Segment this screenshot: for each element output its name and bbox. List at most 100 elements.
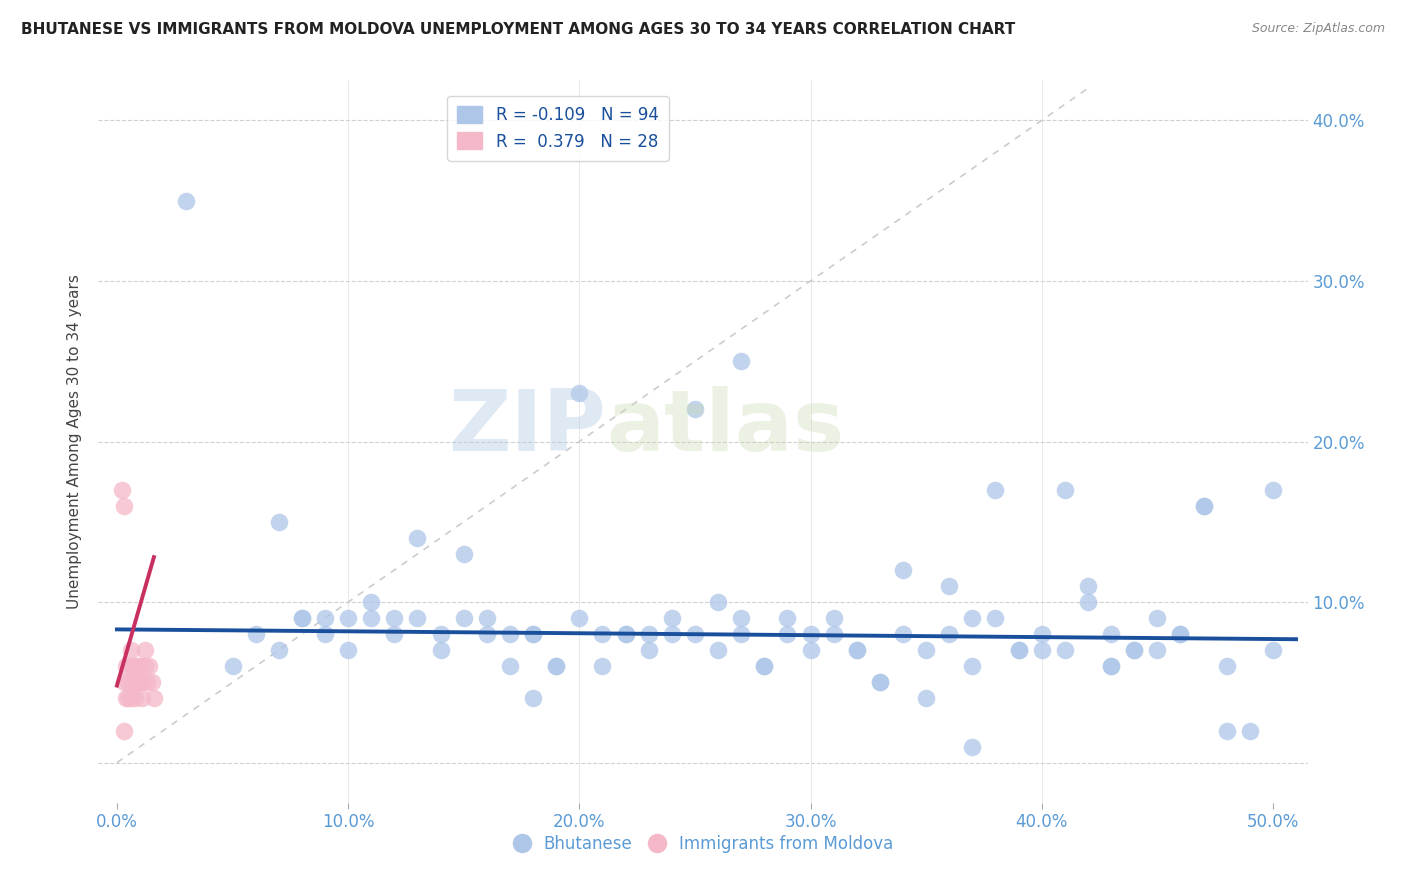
Point — [522, 691, 544, 706]
Point — [984, 611, 1007, 625]
Point — [174, 194, 197, 208]
Point — [1215, 659, 1237, 673]
Point — [707, 595, 730, 609]
Point — [661, 611, 683, 625]
Point — [1192, 499, 1215, 513]
Legend: Bhutanese, Immigrants from Moldova: Bhutanese, Immigrants from Moldova — [506, 828, 900, 860]
Point — [683, 402, 706, 417]
Point — [614, 627, 637, 641]
Point — [730, 354, 752, 368]
Point — [406, 611, 429, 625]
Point — [869, 675, 891, 690]
Point — [730, 611, 752, 625]
Point — [1053, 483, 1076, 497]
Point — [131, 691, 153, 706]
Point — [131, 675, 153, 690]
Point — [382, 627, 405, 641]
Point — [122, 659, 145, 673]
Point — [314, 627, 336, 641]
Point — [1170, 627, 1192, 641]
Point — [891, 627, 914, 641]
Point — [115, 659, 138, 673]
Point — [522, 627, 544, 641]
Point — [1239, 723, 1261, 738]
Point — [915, 643, 938, 657]
Point — [120, 659, 142, 673]
Point — [112, 499, 135, 513]
Point — [499, 659, 522, 673]
Point — [429, 643, 451, 657]
Point — [134, 643, 156, 657]
Point — [267, 515, 290, 529]
Point — [591, 627, 613, 641]
Point — [142, 691, 165, 706]
Point — [799, 643, 821, 657]
Point — [823, 611, 845, 625]
Text: BHUTANESE VS IMMIGRANTS FROM MOLDOVA UNEMPLOYMENT AMONG AGES 30 TO 34 YEARS CORR: BHUTANESE VS IMMIGRANTS FROM MOLDOVA UNE… — [21, 22, 1015, 37]
Point — [938, 579, 960, 593]
Point — [129, 675, 152, 690]
Point — [134, 659, 156, 673]
Point — [1261, 643, 1284, 657]
Point — [730, 627, 752, 641]
Point — [776, 611, 799, 625]
Point — [124, 675, 146, 690]
Point — [360, 595, 382, 609]
Point — [1261, 483, 1284, 497]
Point — [406, 531, 429, 545]
Point — [127, 659, 149, 673]
Point — [337, 643, 360, 657]
Point — [568, 611, 591, 625]
Point — [314, 611, 336, 625]
Point — [683, 627, 706, 641]
Point — [124, 691, 146, 706]
Point — [124, 675, 146, 690]
Point — [915, 691, 938, 706]
Point — [637, 627, 659, 641]
Point — [823, 627, 845, 641]
Point — [453, 547, 475, 561]
Text: ZIP: ZIP — [449, 385, 606, 468]
Point — [117, 675, 139, 690]
Point — [1031, 643, 1053, 657]
Point — [1099, 659, 1122, 673]
Text: atlas: atlas — [606, 385, 845, 468]
Point — [291, 611, 314, 625]
Point — [245, 627, 267, 641]
Point — [661, 627, 683, 641]
Point — [499, 627, 522, 641]
Point — [614, 627, 637, 641]
Point — [938, 627, 960, 641]
Point — [1099, 659, 1122, 673]
Y-axis label: Unemployment Among Ages 30 to 34 years: Unemployment Among Ages 30 to 34 years — [67, 274, 83, 609]
Point — [591, 659, 613, 673]
Point — [129, 659, 152, 673]
Point — [962, 611, 984, 625]
Point — [1146, 643, 1168, 657]
Point — [546, 659, 568, 673]
Point — [845, 643, 868, 657]
Point — [382, 611, 405, 625]
Point — [869, 675, 891, 690]
Point — [475, 611, 498, 625]
Point — [799, 627, 821, 641]
Point — [115, 691, 138, 706]
Point — [1146, 611, 1168, 625]
Point — [546, 659, 568, 673]
Point — [453, 611, 475, 625]
Point — [429, 627, 451, 641]
Point — [141, 675, 163, 690]
Point — [112, 723, 135, 738]
Point — [138, 659, 160, 673]
Point — [267, 643, 290, 657]
Point — [1007, 643, 1029, 657]
Point — [1053, 643, 1076, 657]
Point — [1077, 595, 1099, 609]
Point — [891, 563, 914, 577]
Point — [291, 611, 314, 625]
Point — [1215, 723, 1237, 738]
Point — [1099, 627, 1122, 641]
Point — [122, 675, 145, 690]
Point — [1170, 627, 1192, 641]
Point — [1077, 579, 1099, 593]
